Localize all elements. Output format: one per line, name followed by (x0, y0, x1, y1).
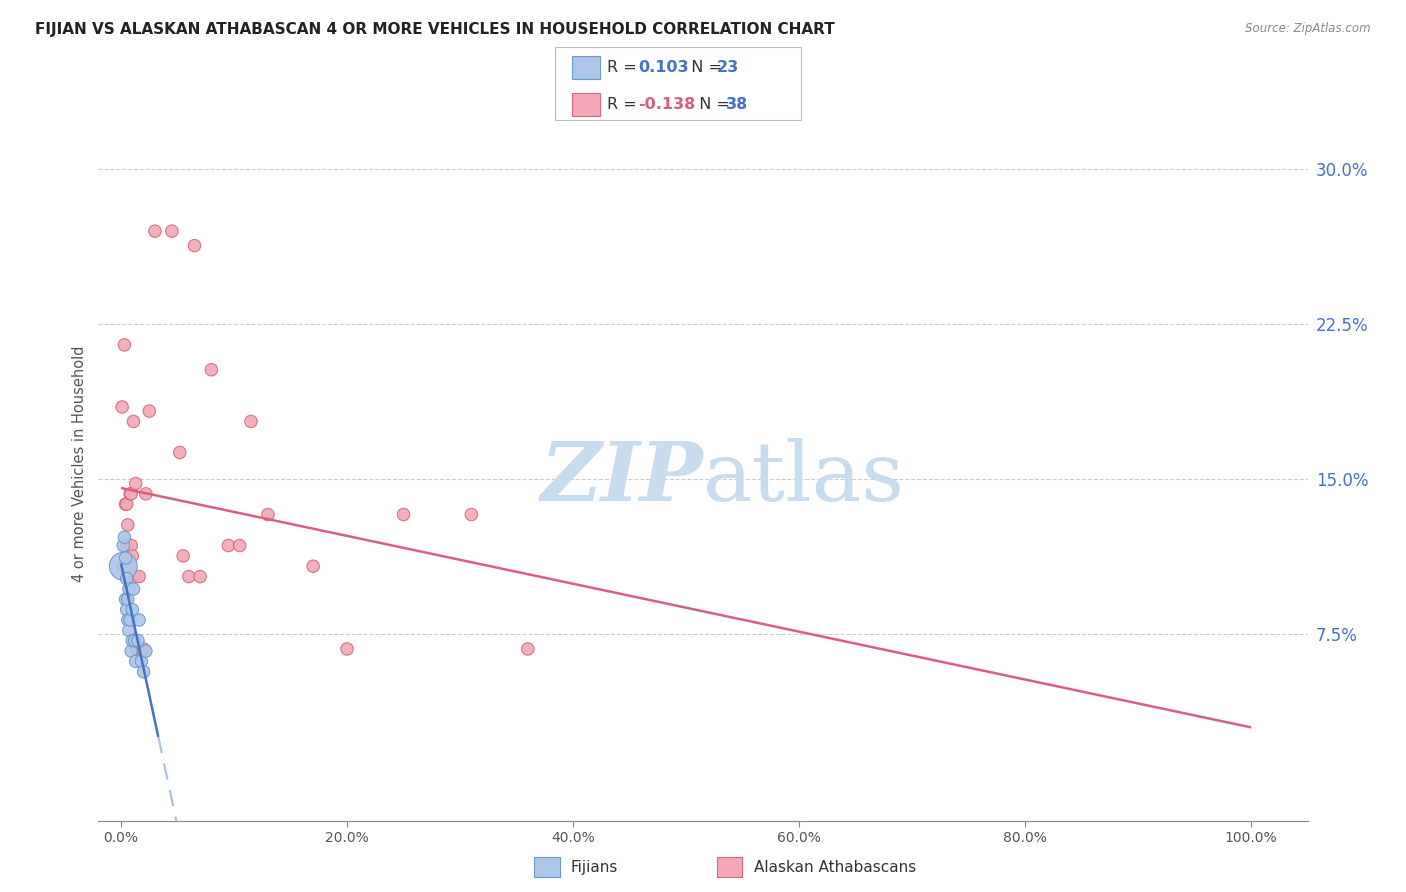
Text: FIJIAN VS ALASKAN ATHABASCAN 4 OR MORE VEHICLES IN HOUSEHOLD CORRELATION CHART: FIJIAN VS ALASKAN ATHABASCAN 4 OR MORE V… (35, 22, 835, 37)
Point (177, 569, 200, 583)
Point (112, 539, 135, 553)
Point (112, 530, 135, 544)
Point (118, 559, 141, 574)
Point (120, 487, 142, 501)
Point (172, 549, 194, 563)
Text: 23: 23 (717, 61, 740, 75)
Text: R =: R = (607, 61, 643, 75)
Point (128, 613, 150, 627)
Point (121, 602, 143, 616)
Point (120, 539, 142, 553)
Text: ZIP: ZIP (540, 438, 703, 518)
Point (516, 642, 538, 657)
Point (115, 602, 138, 616)
Point (217, 539, 239, 553)
Point (131, 642, 153, 657)
Point (122, 414, 145, 428)
Point (302, 559, 325, 574)
Y-axis label: 4 or more Vehicles in Household: 4 or more Vehicles in Household (72, 345, 87, 582)
Point (114, 497, 136, 511)
Point (120, 613, 142, 627)
Point (121, 549, 143, 563)
Point (121, 633, 143, 648)
Point (124, 633, 146, 648)
Text: 0.103: 0.103 (638, 61, 689, 75)
Point (200, 362, 222, 376)
Point (128, 569, 150, 583)
Point (115, 572, 138, 586)
Point (228, 539, 250, 553)
Text: Source: ZipAtlas.com: Source: ZipAtlas.com (1246, 22, 1371, 36)
Point (112, 559, 135, 574)
Text: -0.138: -0.138 (638, 97, 696, 112)
Point (135, 487, 157, 501)
Point (111, 400, 134, 414)
Point (160, 224, 183, 238)
Point (460, 508, 482, 522)
Text: N =: N = (689, 97, 735, 112)
Point (124, 569, 146, 583)
Point (392, 508, 415, 522)
Point (125, 642, 148, 657)
Point (132, 665, 155, 679)
Point (240, 414, 263, 428)
Point (118, 582, 141, 596)
Text: Fijians: Fijians (571, 860, 619, 874)
Point (125, 654, 148, 668)
Point (257, 508, 280, 522)
Point (131, 654, 153, 668)
Point (127, 633, 149, 648)
Text: Alaskan Athabascans: Alaskan Athabascans (754, 860, 915, 874)
Point (117, 613, 139, 627)
Text: N =: N = (681, 61, 727, 75)
Point (117, 592, 139, 607)
Point (114, 551, 136, 566)
Point (117, 517, 139, 532)
Point (122, 582, 145, 596)
Point (188, 569, 211, 583)
Point (120, 487, 142, 501)
Point (115, 497, 138, 511)
Point (112, 338, 135, 352)
Point (132, 642, 155, 657)
Point (138, 404, 160, 418)
Point (125, 476, 148, 491)
Point (135, 644, 157, 658)
Point (112, 559, 135, 574)
Point (336, 642, 359, 657)
Text: atlas: atlas (703, 438, 905, 518)
Point (143, 224, 166, 238)
Point (183, 238, 205, 252)
Point (120, 644, 142, 658)
Point (118, 624, 141, 638)
Point (114, 592, 136, 607)
Text: R =: R = (607, 97, 643, 112)
Point (169, 445, 191, 459)
Text: 38: 38 (725, 97, 748, 112)
Point (115, 539, 138, 553)
